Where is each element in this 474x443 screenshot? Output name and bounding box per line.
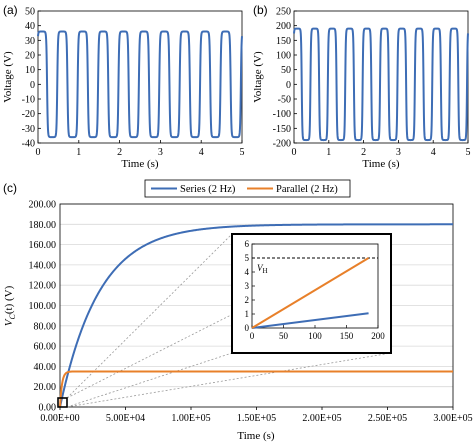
chart-c-ylabel: VC(t) (V) <box>3 285 17 326</box>
a-xtick-label: 5 <box>240 147 245 158</box>
c-xtick-label: 0.00E+00 <box>40 413 79 424</box>
c-xtick-label: 1.00E+05 <box>171 413 210 424</box>
inset-ytick-label: 0 <box>245 323 250 333</box>
svg-text:VC(t) (V): VC(t) (V) <box>3 285 17 326</box>
inset-xtick-label: 200 <box>371 331 385 341</box>
inset-series-line <box>251 312 369 329</box>
chart-c-xlabel: Time (s) <box>237 430 275 442</box>
b-ytick-label: 0 <box>286 80 291 91</box>
c-ytick-label: 160.00 <box>29 240 57 251</box>
a-xtick-label: 1 <box>76 147 81 158</box>
b-ytick-label: -150 <box>273 124 291 135</box>
chart-c-series-line <box>59 223 453 408</box>
c-ytick-label: 60.00 <box>34 342 57 353</box>
c-xtick-label: 5.00E+04 <box>106 413 145 424</box>
chart-a-frame <box>37 10 243 144</box>
c-ytick-label: 120.00 <box>29 281 57 292</box>
c-ytick-label: 40.00 <box>34 362 57 373</box>
c-xtick-label: 1.50E+05 <box>237 413 276 424</box>
c-ytick-label: 180.00 <box>29 220 57 231</box>
a-ytick-label: 20 <box>25 51 35 62</box>
inset-ytick-label: 4 <box>245 267 250 277</box>
chart-c-ylabel-rest: (t) (V) <box>3 285 15 314</box>
a-xtick-label: 3 <box>158 147 163 158</box>
c-ytick-label: 140.00 <box>29 260 57 271</box>
chart-c: Series (2 Hz) Parallel (2 Hz) 0.00 20.00 4… <box>3 179 473 442</box>
b-ytick-label: -100 <box>273 109 291 120</box>
panel-label-b: (b) <box>253 3 268 17</box>
chart-b-ylabel: Voltage (V) <box>252 51 264 103</box>
inset-xtick-label: 50 <box>279 331 289 341</box>
chart-b-xlabel: Time (s) <box>362 158 400 170</box>
zoom-guide-line <box>66 352 233 408</box>
legend-parallel-label: Parallel (2 Hz) <box>276 184 338 195</box>
b-xtick-label: 2 <box>361 147 366 158</box>
a-xtick-label: 0 <box>36 147 41 158</box>
c-xtick-label: 2.50E+05 <box>368 413 407 424</box>
zoom-guide-line <box>66 352 392 408</box>
inset-ytick-label: 5 <box>245 253 250 263</box>
b-xtick-label: 3 <box>396 147 401 158</box>
b-ytick-label: 200 <box>276 21 291 32</box>
a-ytick-label: 0 <box>30 80 35 91</box>
inset-xtick-label: 0 <box>250 331 255 341</box>
b-xtick-label: 0 <box>292 147 297 158</box>
panel-label-a: (a) <box>3 3 18 17</box>
b-ytick-label: -200 <box>273 139 291 150</box>
a-ytick-label: -30 <box>22 124 35 135</box>
a-ytick-label: 40 <box>25 21 35 32</box>
zoom-marker-box <box>57 397 68 408</box>
a-ytick-label: 30 <box>25 36 35 47</box>
chart-c-ylabel-main: V <box>3 318 15 326</box>
a-xtick-label: 4 <box>199 147 204 158</box>
c-ytick-label: 80.00 <box>34 321 57 332</box>
b-xtick-label: 1 <box>326 147 331 158</box>
a-ytick-label: 50 <box>25 7 35 18</box>
b-xtick-label: 4 <box>431 147 436 158</box>
c-xtick-label: 2.00E+05 <box>302 413 341 424</box>
chart-a-ylabel: Voltage (V) <box>2 51 14 103</box>
inset-ytick-label: 3 <box>245 281 250 291</box>
legend-series-label: Series (2 Hz) <box>180 184 236 195</box>
chart-b-series-line <box>293 27 469 142</box>
inset-threshold-label-main: V <box>257 263 264 273</box>
inset-chart: 0 1 2 3 4 5 6 0 50 100 150 200 VH <box>231 233 392 354</box>
inset-ytick-label: 2 <box>245 295 250 305</box>
panel-label-c: (c) <box>3 181 17 195</box>
a-ytick-label: -40 <box>22 139 35 150</box>
b-ytick-label: 100 <box>276 51 291 62</box>
b-ytick-label: 250 <box>276 7 291 18</box>
c-xtick-label: 3.00E+05 <box>433 413 472 424</box>
b-ytick-label: 150 <box>276 36 291 47</box>
zoom-guide-line <box>66 233 233 399</box>
inset-threshold-label-sub: H <box>263 267 268 275</box>
chart-b: -200 -150 -100 -50 0 50 100 150 200 250 0 1 2 3 4 5 Ti… <box>252 7 471 171</box>
inset-threshold-label: VH <box>257 263 268 275</box>
inset-ytick-label: 1 <box>245 309 250 319</box>
chart-c-parallel-line <box>59 370 453 408</box>
c-ytick-label: 100.00 <box>29 301 57 312</box>
inset-ytick-label: 6 <box>245 239 250 249</box>
a-ytick-label: -20 <box>22 109 35 120</box>
a-ytick-label: -10 <box>22 95 35 106</box>
inset-xtick-label: 150 <box>340 331 354 341</box>
b-ytick-label: -50 <box>278 95 291 106</box>
inset-xtick-label: 100 <box>308 331 322 341</box>
c-ytick-label: 200.00 <box>29 200 57 211</box>
chart-a-series-line <box>37 30 243 139</box>
chart-c-ylabel-sub: C <box>8 314 17 320</box>
inset-parallel-line <box>251 257 370 329</box>
a-ytick-label: 10 <box>25 65 35 76</box>
c-ytick-label: 20.00 <box>34 382 57 393</box>
chart-a-xlabel: Time (s) <box>121 158 159 170</box>
a-xtick-label: 2 <box>117 147 122 158</box>
b-xtick-label: 5 <box>466 147 471 158</box>
b-ytick-label: 50 <box>281 65 291 76</box>
c-ytick-label: 0.00 <box>39 403 57 414</box>
